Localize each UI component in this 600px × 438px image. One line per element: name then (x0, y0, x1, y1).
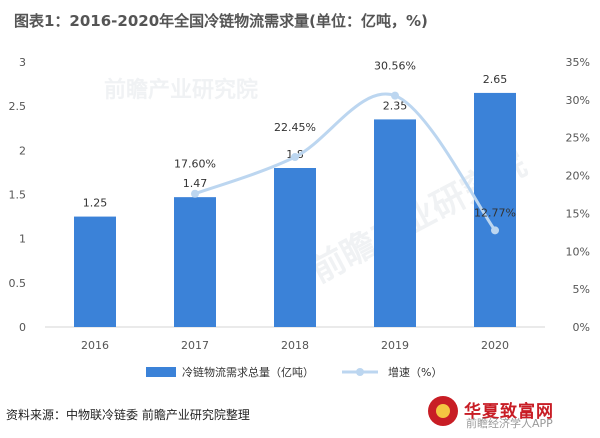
brand-name: 华夏致富网 (464, 402, 554, 422)
y-right-tick-label: 15% (566, 207, 590, 220)
source-note: 资料来源：中物联冷链委 前瞻产业研究院整理 (6, 408, 250, 422)
growth-value-label: 12.77% (474, 206, 516, 219)
legend-line-marker (356, 368, 364, 376)
brand-logo-icon (428, 396, 458, 426)
y-left-tick-label: 3 (19, 56, 26, 69)
brand-watermark: 华夏致富网 前瞻经济学人APP (426, 392, 596, 432)
y-left-tick-label: 2.5 (9, 100, 27, 113)
y-left-tick-label: 1.5 (9, 189, 27, 202)
growth-point (391, 91, 399, 100)
growth-line (194, 92, 497, 232)
y-left-tick-label: 2 (19, 144, 26, 157)
x-tick-label: 2019 (381, 339, 409, 352)
legend-line-label: 增速（%） (388, 365, 442, 379)
growth-value-label: 30.56% (374, 60, 416, 73)
y-right-tick-label: 0% (573, 321, 590, 334)
brand-sub: 前瞻经济学人APP (466, 417, 553, 430)
x-tick-label: 2017 (181, 339, 209, 352)
bar-value-label: 2.35 (383, 99, 408, 112)
growth-value-label: 22.45% (274, 121, 316, 134)
watermark: 前瞻产业研究院 (104, 78, 259, 103)
bar (374, 119, 416, 328)
chart-title: 图表1：2016-2020年全国冷链物流需求量(单位：亿吨，%) (14, 12, 428, 30)
y-right-tick-label: 20% (566, 170, 590, 183)
growth-point (291, 153, 299, 162)
y-right-tick-label: 30% (566, 94, 590, 107)
y-right-tick-label: 25% (566, 132, 590, 145)
bar (274, 168, 316, 327)
bar (174, 197, 216, 327)
bar-value-label: 1.47 (183, 177, 208, 190)
legend-bar-swatch (146, 367, 176, 377)
x-tick-label: 2020 (481, 339, 509, 352)
growth-point (491, 226, 499, 235)
bar (74, 216, 116, 327)
growth-point (191, 189, 199, 198)
y-right-tick-label: 35% (566, 56, 590, 69)
bar-value-label: 1.25 (83, 197, 108, 210)
y-right-tick-label: 5% (573, 283, 590, 296)
y-left-tick-label: 0 (19, 321, 26, 334)
legend-bar-label: 冷链物流需求总量（亿吨） (182, 365, 314, 379)
y-left-tick-label: 1 (19, 233, 26, 246)
x-tick-label: 2016 (81, 339, 109, 352)
y-left-tick-label: 0.5 (9, 277, 27, 290)
bar-value-label: 2.65 (483, 73, 508, 86)
x-tick-label: 2018 (281, 339, 309, 352)
growth-value-label: 17.60% (174, 158, 216, 171)
y-right-tick-label: 10% (566, 245, 590, 258)
